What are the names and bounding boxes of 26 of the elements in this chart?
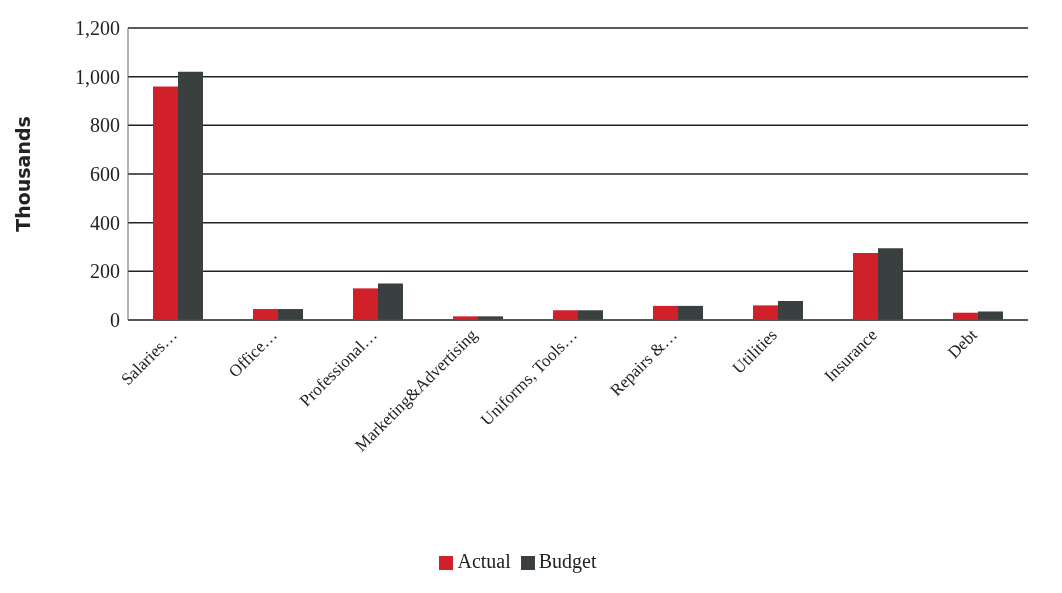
bar	[253, 309, 278, 320]
bar	[578, 310, 603, 320]
bar	[653, 305, 678, 320]
bar	[853, 253, 878, 320]
y-axis-title: Thousands	[11, 116, 34, 232]
bar	[978, 311, 1003, 320]
bar	[378, 283, 403, 320]
bar	[353, 288, 378, 320]
y-tick-label: 400	[90, 211, 120, 234]
y-tick-label: 600	[90, 163, 120, 186]
bar	[153, 86, 178, 320]
bar	[778, 301, 803, 320]
y-tick-label: 1,200	[75, 17, 120, 40]
bar	[178, 71, 203, 320]
x-tick-label: Debt	[944, 325, 982, 363]
legend-label: Actual	[457, 550, 511, 572]
y-tick-label: 0	[110, 309, 120, 332]
bar	[553, 310, 578, 320]
y-tick-label: 1,000	[75, 65, 120, 88]
y-tick-label: 200	[90, 260, 120, 283]
bar	[278, 309, 303, 320]
bar	[878, 248, 903, 320]
bar	[753, 305, 778, 320]
y-tick-label: 800	[90, 114, 120, 137]
bar	[678, 305, 703, 320]
legend-label: Budget	[538, 550, 597, 572]
